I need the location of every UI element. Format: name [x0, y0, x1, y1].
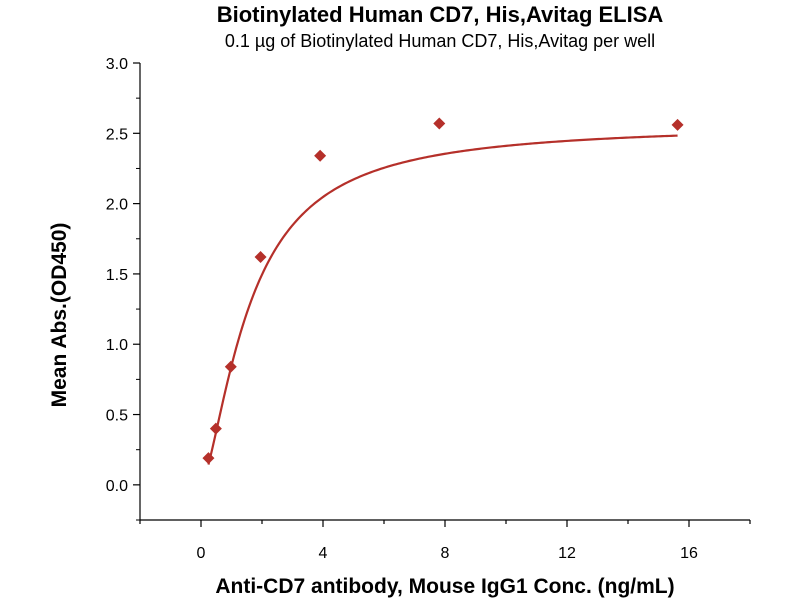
data-point-diamond [671, 118, 684, 131]
data-point-diamond [314, 149, 327, 162]
chart-title: Biotinylated Human CD7, His,Avitag ELISA [216, 2, 664, 27]
data-point-diamond [224, 360, 237, 373]
x-tick-label: 8 [441, 545, 450, 562]
x-axis-label: Anti-CD7 antibody, Mouse IgG1 Conc. (ng/… [215, 575, 674, 598]
x-tick-label: 4 [319, 545, 328, 562]
x-tick-label: 16 [680, 545, 698, 562]
chart-subtitle: 0.1 µg of Biotinylated Human CD7, His,Av… [224, 31, 656, 51]
fit-curve-group [207, 134, 678, 465]
data-point-diamond [209, 422, 222, 435]
axes: 0.0 0.5 1.0 1.5 2.0 2.5 3.0 0 4 8 12 16 [106, 56, 751, 562]
y-tick-label: 1.0 [106, 337, 128, 354]
axis-labels: Anti-CD7 antibody, Mouse IgG1 Conc. (ng/… [48, 223, 675, 598]
y-tick-label: 3.0 [106, 56, 128, 73]
x-tick-label: 12 [558, 545, 576, 562]
data-point-diamond [254, 251, 267, 264]
y-tick-label: 1.5 [106, 267, 128, 284]
y-tick-label: 2.5 [106, 126, 128, 143]
y-axis-label: Mean Abs.(OD450) [48, 223, 71, 408]
data-points [202, 117, 684, 465]
data-point-diamond [202, 452, 215, 465]
fit-curve [207, 134, 678, 465]
y-tick-label: 0.0 [106, 478, 128, 495]
data-point-diamond [433, 117, 446, 130]
x-tick-label: 0 [197, 545, 206, 562]
y-tick-label: 0.5 [106, 408, 128, 425]
y-tick-label: 2.0 [106, 197, 128, 214]
